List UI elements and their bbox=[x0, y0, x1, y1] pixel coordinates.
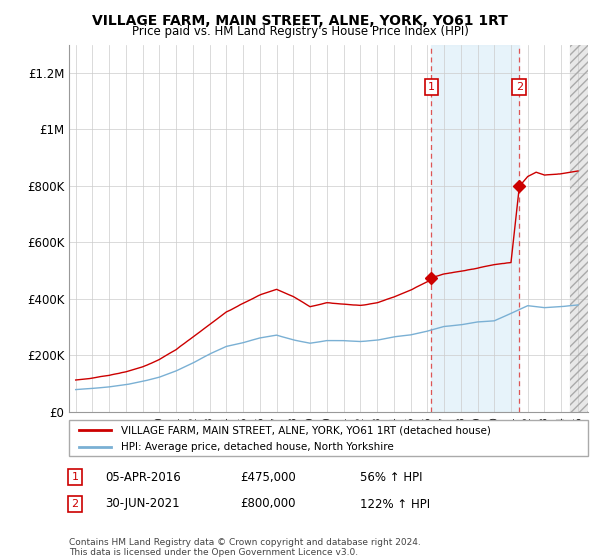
Text: HPI: Average price, detached house, North Yorkshire: HPI: Average price, detached house, Nort… bbox=[121, 442, 394, 452]
Text: 1: 1 bbox=[428, 82, 435, 92]
Text: VILLAGE FARM, MAIN STREET, ALNE, YORK, YO61 1RT (detached house): VILLAGE FARM, MAIN STREET, ALNE, YORK, Y… bbox=[121, 425, 491, 435]
Text: 56% ↑ HPI: 56% ↑ HPI bbox=[360, 470, 422, 484]
Bar bbox=[431, 45, 520, 412]
Bar bbox=[569, 45, 588, 412]
Text: £800,000: £800,000 bbox=[240, 497, 296, 511]
Text: 2: 2 bbox=[516, 82, 523, 92]
Text: 30-JUN-2021: 30-JUN-2021 bbox=[105, 497, 179, 511]
Text: 1: 1 bbox=[71, 472, 79, 482]
Text: £475,000: £475,000 bbox=[240, 470, 296, 484]
Text: Contains HM Land Registry data © Crown copyright and database right 2024.
This d: Contains HM Land Registry data © Crown c… bbox=[69, 538, 421, 557]
Text: VILLAGE FARM, MAIN STREET, ALNE, YORK, YO61 1RT: VILLAGE FARM, MAIN STREET, ALNE, YORK, Y… bbox=[92, 14, 508, 28]
Text: Price paid vs. HM Land Registry's House Price Index (HPI): Price paid vs. HM Land Registry's House … bbox=[131, 25, 469, 38]
Text: 122% ↑ HPI: 122% ↑ HPI bbox=[360, 497, 430, 511]
Text: 05-APR-2016: 05-APR-2016 bbox=[105, 470, 181, 484]
Bar bbox=[569, 45, 588, 412]
Text: 2: 2 bbox=[71, 499, 79, 509]
FancyBboxPatch shape bbox=[69, 420, 588, 456]
